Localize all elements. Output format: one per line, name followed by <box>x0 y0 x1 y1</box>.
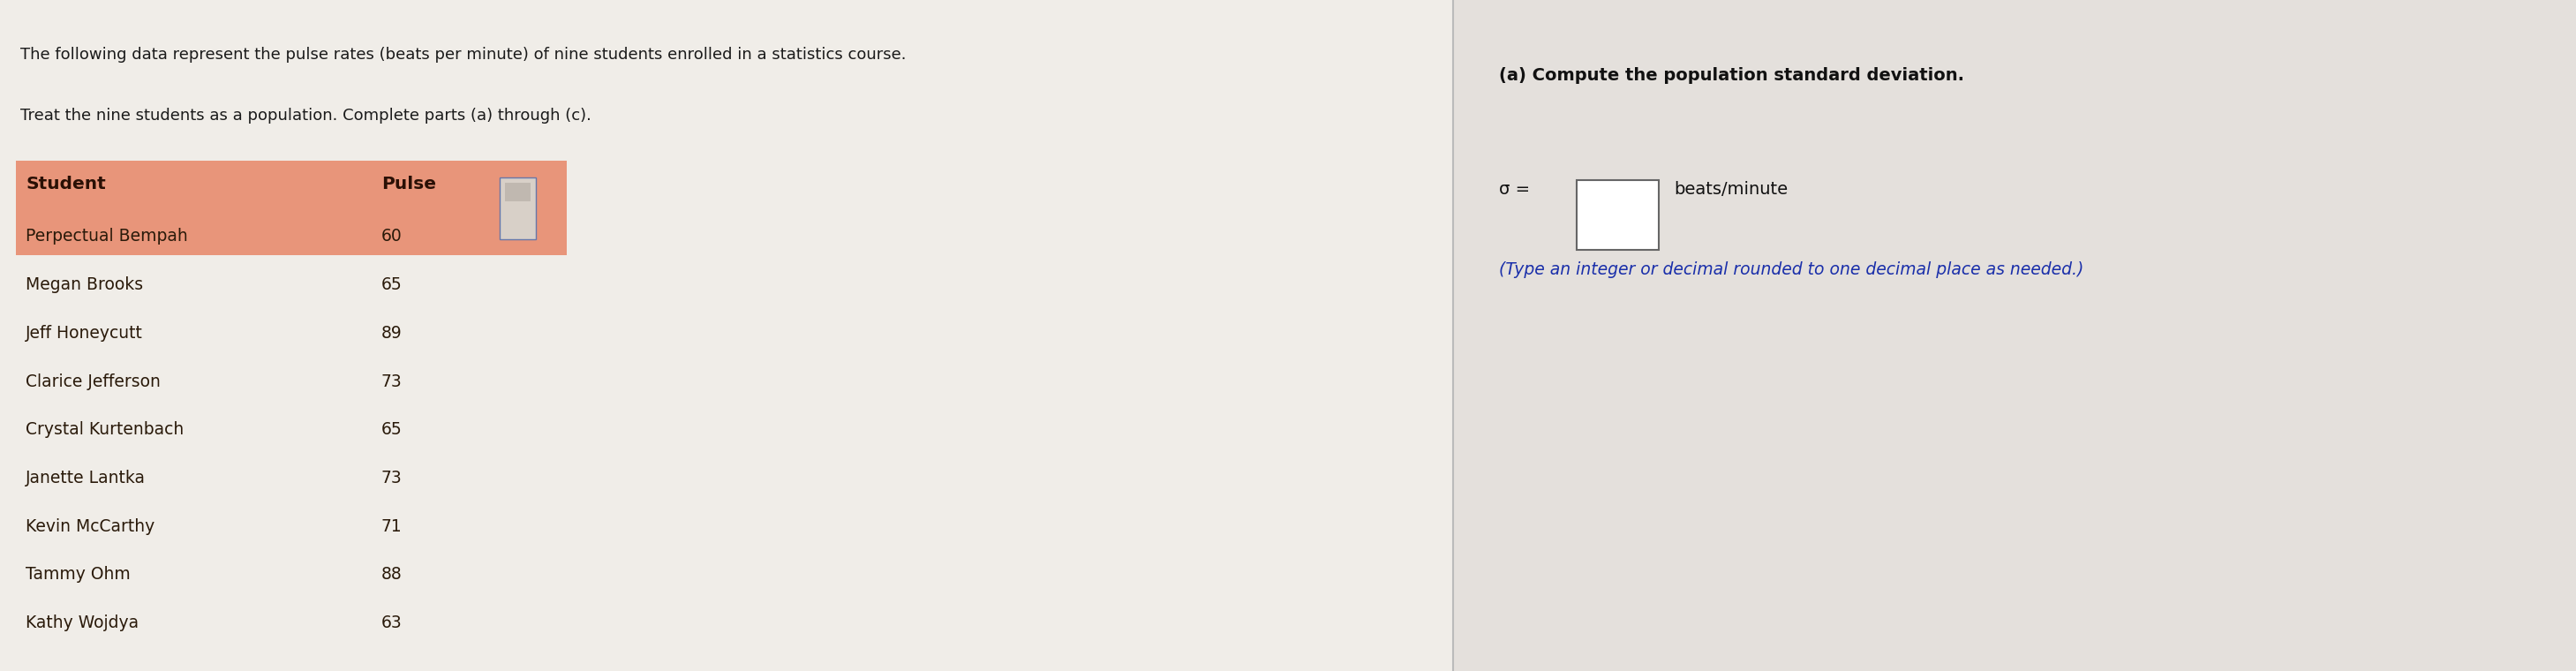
Text: Jeff Honeycutt: Jeff Honeycutt <box>26 325 144 342</box>
FancyBboxPatch shape <box>500 177 536 239</box>
FancyBboxPatch shape <box>505 183 531 201</box>
Text: (Type an integer or decimal rounded to one decimal place as needed.): (Type an integer or decimal rounded to o… <box>1499 262 2084 278</box>
FancyBboxPatch shape <box>1453 0 2576 671</box>
Text: 65: 65 <box>381 276 402 293</box>
Text: (a) Compute the population standard deviation.: (a) Compute the population standard devi… <box>1499 67 1965 84</box>
Text: Megan Brooks: Megan Brooks <box>26 276 144 293</box>
Text: Student: Student <box>26 176 106 193</box>
Text: Perpectual Bempah: Perpectual Bempah <box>26 228 188 245</box>
Text: Pulse: Pulse <box>381 176 435 193</box>
Text: Kathy Wojdya: Kathy Wojdya <box>26 615 139 631</box>
Text: σ =: σ = <box>1499 181 1530 198</box>
FancyBboxPatch shape <box>1577 180 1659 250</box>
Text: Tammy Ohm: Tammy Ohm <box>26 566 131 583</box>
Text: beats/minute: beats/minute <box>1674 181 1788 198</box>
FancyBboxPatch shape <box>0 0 1453 671</box>
Text: Kevin McCarthy: Kevin McCarthy <box>26 518 155 535</box>
Text: Clarice Jefferson: Clarice Jefferson <box>26 373 160 390</box>
Text: 60: 60 <box>381 228 402 245</box>
Text: 73: 73 <box>381 373 402 390</box>
Text: 71: 71 <box>381 518 402 535</box>
FancyBboxPatch shape <box>15 161 567 255</box>
Text: 73: 73 <box>381 470 402 486</box>
Text: 65: 65 <box>381 421 402 438</box>
Text: Crystal Kurtenbach: Crystal Kurtenbach <box>26 421 183 438</box>
Text: 88: 88 <box>381 566 402 583</box>
Text: Treat the nine students as a population. Complete parts (a) through (c).: Treat the nine students as a population.… <box>21 107 592 123</box>
Text: 63: 63 <box>381 615 402 631</box>
Text: The following data represent the pulse rates (beats per minute) of nine students: The following data represent the pulse r… <box>21 47 907 63</box>
Text: Janette Lantka: Janette Lantka <box>26 470 147 486</box>
Text: 89: 89 <box>381 325 402 342</box>
